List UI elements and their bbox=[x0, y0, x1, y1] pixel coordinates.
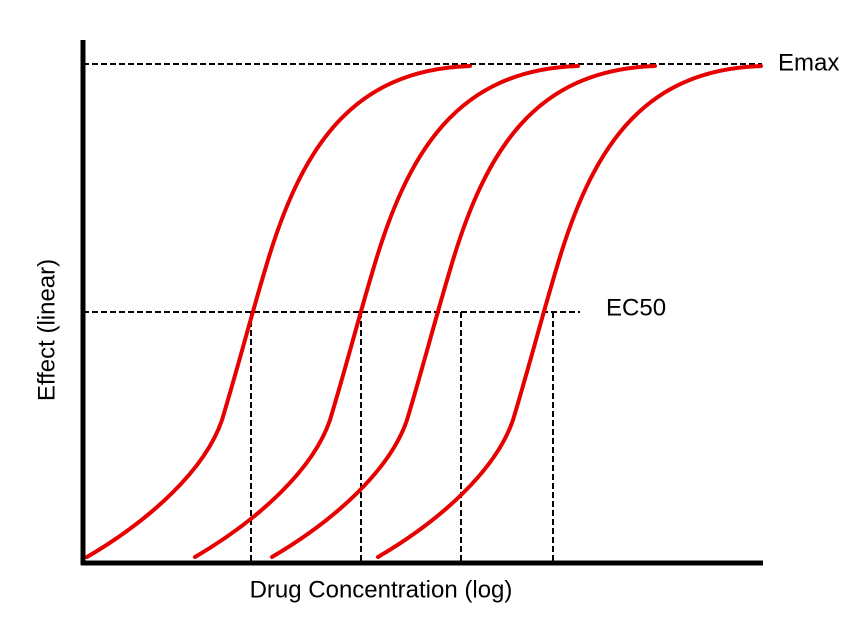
y-axis-label: Effect (linear) bbox=[33, 259, 60, 401]
curve bbox=[270, 64, 657, 559]
curve bbox=[376, 64, 763, 559]
ec50-label: EC50 bbox=[606, 294, 666, 321]
curve bbox=[193, 64, 580, 559]
curves bbox=[85, 64, 763, 559]
emax-label: Emax bbox=[778, 49, 839, 76]
x-axis-label: Drug Concentration (log) bbox=[250, 576, 513, 603]
curve bbox=[85, 64, 472, 559]
